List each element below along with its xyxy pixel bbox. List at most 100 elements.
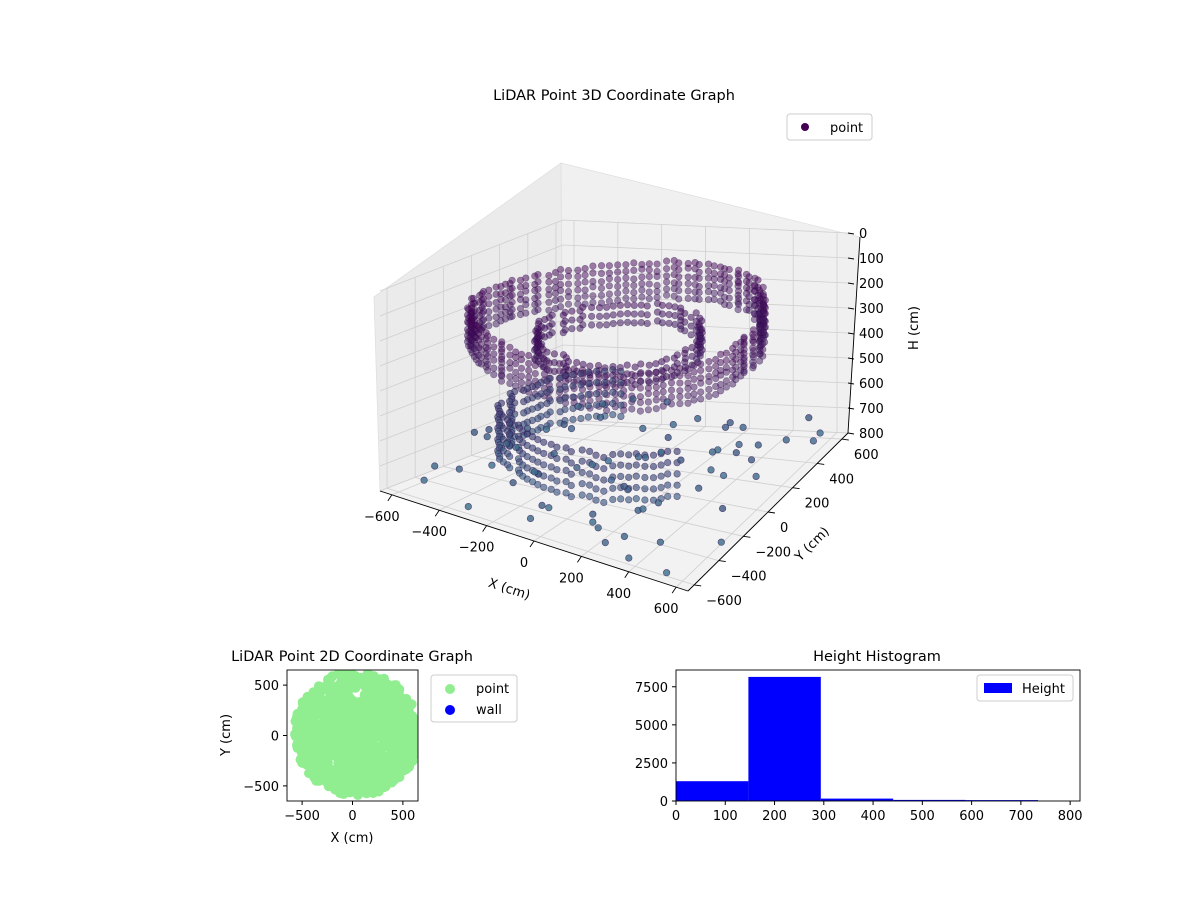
point-3d <box>684 399 692 407</box>
point-3d <box>749 347 758 355</box>
point-3d <box>545 278 553 286</box>
point-3d <box>609 302 617 310</box>
z-tick-label-3d: 100 <box>859 252 884 267</box>
point-3d <box>543 388 551 396</box>
point-3d <box>692 326 700 334</box>
point-3d <box>662 355 671 363</box>
x-tick-label-hist: 300 <box>811 809 836 824</box>
point-2d <box>296 744 307 755</box>
title-3d: LiDAR Point 3D Coordinate Graph <box>493 88 735 104</box>
point-3d <box>755 322 764 331</box>
point-3d <box>630 289 638 297</box>
point-3d <box>609 450 617 459</box>
point-3d <box>664 481 672 489</box>
point-3d <box>551 289 560 298</box>
point-3d <box>592 451 600 459</box>
point-3d <box>632 483 640 492</box>
point-3d <box>545 298 553 306</box>
point-3d <box>581 278 589 286</box>
point-3d <box>547 440 555 448</box>
point-2d <box>343 670 354 679</box>
y-tick-3d <box>817 462 825 465</box>
ticks-2d: −500 0 500 −500 0 500 <box>243 679 415 824</box>
point-3d <box>752 472 760 481</box>
point-3d <box>567 425 576 433</box>
point-2d <box>318 744 329 755</box>
point-2d <box>350 739 361 750</box>
point-3d <box>596 413 605 421</box>
x-tick-3d <box>434 509 440 517</box>
histogram-bar <box>965 800 1039 801</box>
point-3d <box>506 343 514 351</box>
point-3d <box>520 386 528 395</box>
point-2d <box>381 733 392 744</box>
point-3d <box>671 320 679 329</box>
legend-hist-frame <box>976 674 1074 702</box>
point-3d <box>645 361 653 369</box>
point-3d <box>691 259 699 267</box>
legend-hist: Height <box>976 674 1074 702</box>
point-2d <box>336 749 347 760</box>
point-3d <box>492 320 500 328</box>
point-3d <box>578 480 586 488</box>
point-3d <box>673 360 681 368</box>
z-tick-label-3d: 400 <box>859 327 884 342</box>
point-3d <box>588 461 596 469</box>
x-tick-label-3d: 200 <box>559 571 584 586</box>
point-3d <box>716 275 725 283</box>
point-3d <box>492 290 500 298</box>
point-3d <box>652 368 660 377</box>
point-3d <box>609 388 617 396</box>
point-3d <box>649 462 658 471</box>
point-2d <box>320 726 331 737</box>
point-3d <box>543 377 551 385</box>
point-2d <box>340 727 351 738</box>
point-3d <box>585 447 594 456</box>
y-tick-3d <box>718 560 726 563</box>
legend-3d: point <box>786 113 873 141</box>
point-2d <box>398 720 409 731</box>
point-2d <box>336 676 347 687</box>
point-3d <box>609 399 617 408</box>
point-3d <box>673 492 681 501</box>
point-3d <box>545 271 553 280</box>
point-3d <box>695 484 703 492</box>
point-3d <box>630 319 638 327</box>
point-3d <box>492 299 500 307</box>
point-3d <box>614 282 622 291</box>
x-tick-3d <box>671 586 677 594</box>
x-tick-label-3d: −200 <box>459 541 495 556</box>
point-3d <box>556 397 564 405</box>
point-3d <box>556 265 565 274</box>
point-3d <box>543 411 551 419</box>
point-3d <box>506 430 514 438</box>
point-3d <box>630 282 638 290</box>
point-3d <box>623 301 632 309</box>
point-3d <box>540 438 548 446</box>
point-3d <box>540 483 548 491</box>
point-3d <box>732 375 740 384</box>
point-3d <box>592 496 600 504</box>
point-3d <box>568 316 576 324</box>
x-tick-label-hist: 800 <box>1058 809 1083 824</box>
point-3d <box>522 301 530 309</box>
point-2d <box>370 767 381 778</box>
point-3d <box>601 367 609 375</box>
point-2d <box>311 774 322 785</box>
point-3d <box>623 361 631 369</box>
point-3d <box>617 379 625 387</box>
point-3d <box>553 488 561 496</box>
point-3d <box>623 370 631 378</box>
point-3d <box>740 356 748 364</box>
point-3d <box>574 294 582 302</box>
point-3d <box>516 283 525 291</box>
point-3d <box>809 437 818 445</box>
point-2d <box>304 768 314 779</box>
point-3d <box>531 272 539 280</box>
point-3d <box>712 375 720 383</box>
point-3d <box>657 448 665 456</box>
point-2d <box>401 697 412 708</box>
point-3d <box>605 290 614 298</box>
point-3d <box>609 311 617 319</box>
point-2d <box>318 700 328 711</box>
